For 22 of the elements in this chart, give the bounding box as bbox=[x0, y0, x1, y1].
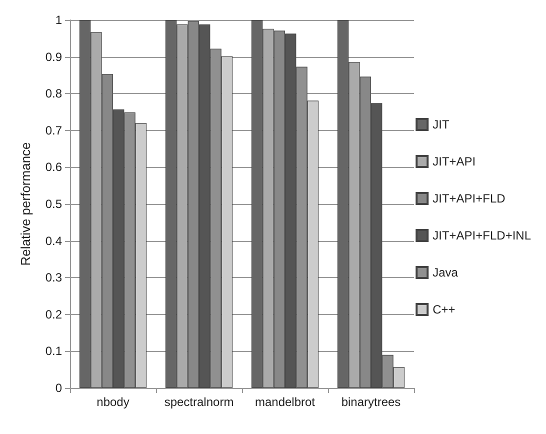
x-tick-label: mandelbrot bbox=[254, 395, 316, 409]
legend-label: Java bbox=[432, 266, 458, 280]
y-tick-label: 0.4 bbox=[45, 234, 62, 248]
y-axis-title: Relative performance bbox=[18, 142, 33, 266]
legend-label: JIT bbox=[432, 118, 450, 132]
x-tick-label: nbody bbox=[96, 395, 130, 409]
y-tick-label: 0.6 bbox=[45, 160, 62, 174]
legend-label: JIT+API+FLD bbox=[432, 192, 506, 206]
y-tick-label: 0 bbox=[55, 381, 62, 395]
x-tick-label: spectralnorm bbox=[164, 395, 234, 409]
legend-label: C++ bbox=[432, 302, 456, 316]
y-tick-label: 0.3 bbox=[45, 270, 62, 285]
y-tick-label: 0.2 bbox=[45, 307, 62, 322]
x-tick-label: binarytrees bbox=[341, 395, 401, 409]
y-tick-label: 0.1 bbox=[45, 344, 62, 358]
legend-label: JIT+API+FLD+INL bbox=[432, 228, 532, 242]
legend-label: JIT+API bbox=[432, 154, 476, 168]
y-tick-label: 0.8 bbox=[45, 86, 62, 101]
y-tick-label: 1 bbox=[55, 13, 62, 27]
y-tick-label: 0.9 bbox=[45, 50, 62, 64]
y-tick-label: 0.7 bbox=[45, 123, 62, 138]
y-tick-label: 0.5 bbox=[45, 197, 62, 211]
